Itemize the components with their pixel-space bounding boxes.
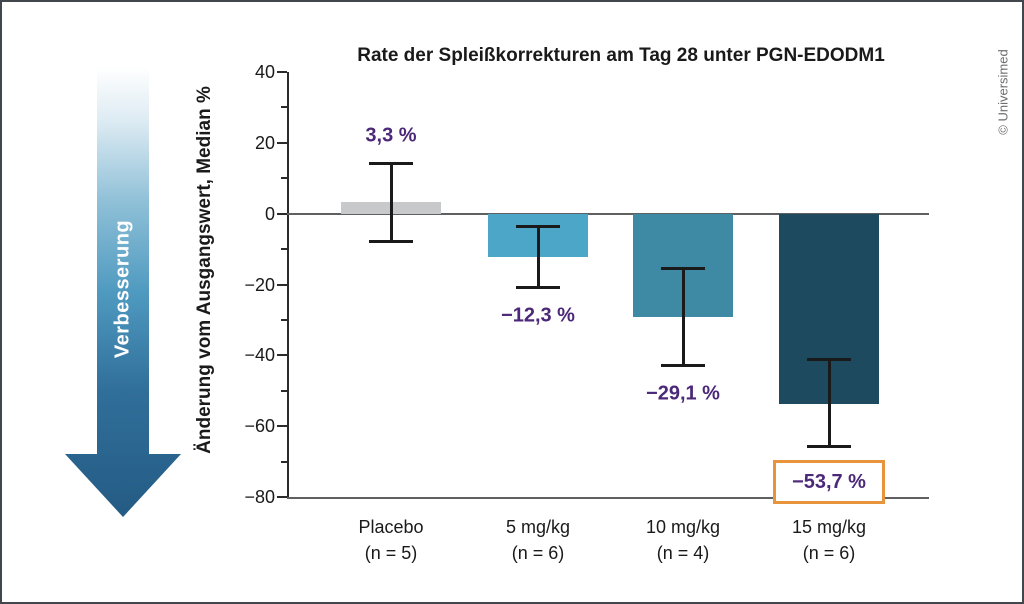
y-major-tick [277, 496, 287, 498]
error-bar-cap-top [661, 266, 705, 270]
error-bar-cap-bottom [369, 239, 413, 243]
value-label: −12,3 % [501, 304, 575, 327]
y-tick-label: −20 [244, 274, 275, 295]
category-n: (n = 6) [802, 543, 856, 563]
y-minor-tick [281, 106, 287, 109]
y-tick-label: −40 [244, 345, 275, 366]
value-label: −29,1 % [646, 382, 720, 405]
y-tick-label: 40 [254, 62, 275, 82]
error-bar-cap-top [807, 357, 851, 361]
error-bar-stem [681, 267, 685, 366]
y-minor-tick [281, 248, 287, 251]
error-bar-cap-bottom [516, 286, 560, 290]
category-dose: Placebo [358, 517, 424, 537]
y-major-tick [277, 354, 287, 357]
chart-title: Rate der Spleißkorrekturen am Tag 28 unt… [357, 45, 885, 66]
y-minor-tick [281, 389, 287, 392]
y-major-tick [277, 212, 287, 215]
x-category-label: 15 mg/kg (n = 6) [759, 514, 899, 566]
highlight-box: −53,7 % [773, 460, 885, 505]
y-minor-tick [281, 177, 287, 180]
error-bar-cap-top [516, 225, 560, 229]
y-major-tick [277, 283, 287, 286]
error-bar-stem [827, 358, 831, 448]
y-tick-label: 0 [264, 203, 275, 224]
error-bar-cap-top [369, 162, 413, 166]
error-bar-stem [536, 226, 540, 289]
x-category-label: 10 mg/kg (n = 4) [613, 514, 753, 566]
x-category-label: 5 mg/kg (n = 6) [468, 514, 608, 566]
y-axis-line [287, 72, 289, 499]
x-category-label: Placebo (n = 5) [321, 514, 461, 566]
improvement-arrow [65, 67, 181, 517]
value-label: 3,3 % [365, 124, 417, 147]
copyright-credit: © Universimed [995, 49, 1011, 135]
y-tick-label: −80 [244, 487, 275, 507]
y-tick-label: −60 [244, 416, 275, 437]
category-n: (n = 4) [656, 543, 710, 563]
y-major-tick [277, 141, 287, 144]
improvement-arrow-shape [65, 67, 181, 517]
y-minor-tick [281, 318, 287, 321]
error-bar-cap-bottom [807, 445, 851, 449]
error-bar-cap-bottom [661, 363, 705, 367]
error-bar-stem [389, 163, 393, 242]
y-minor-tick [281, 460, 287, 463]
category-dose: 10 mg/kg [645, 517, 721, 537]
y-tick-label: 20 [254, 132, 275, 153]
y-major-tick [277, 71, 287, 73]
category-dose: 15 mg/kg [791, 517, 867, 537]
category-n: (n = 5) [364, 543, 418, 563]
x-baseline [287, 497, 929, 499]
y-major-tick [277, 425, 287, 428]
value-label: −53,7 % [792, 470, 866, 493]
category-n: (n = 6) [511, 543, 565, 563]
category-dose: 5 mg/kg [505, 517, 571, 537]
zero-line [287, 212, 929, 215]
